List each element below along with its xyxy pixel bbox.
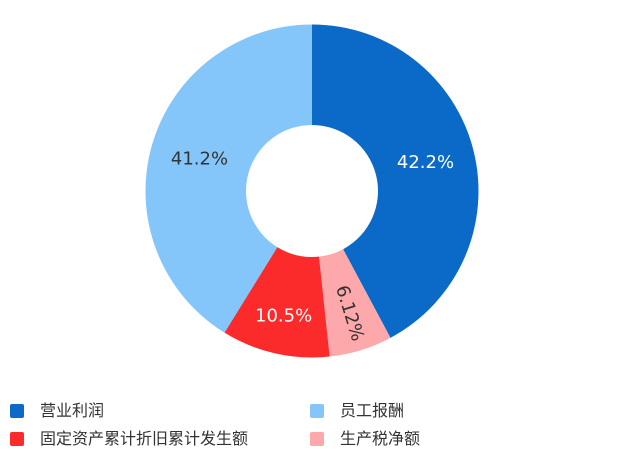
donut-chart: 42.2%6.12%10.5%41.2%	[145, 24, 479, 358]
legend-item-employee-compensation[interactable]: 员工报酬	[310, 397, 616, 425]
pie-slice[interactable]	[224, 247, 330, 358]
legend-label: 员工报酬	[340, 401, 405, 420]
legend-swatch-icon	[310, 404, 324, 418]
chart-legend: 营业利润 固定资产累计折旧累计发生额 员工报酬 生产税净额	[10, 397, 616, 453]
legend-swatch-icon	[10, 404, 24, 418]
legend-item-net-production-tax[interactable]: 生产税净额	[310, 425, 616, 453]
legend-label: 生产税净额	[340, 429, 421, 448]
legend-item-operating-profit[interactable]: 营业利润	[10, 397, 310, 425]
legend-swatch-icon	[10, 432, 24, 446]
legend-label: 固定资产累计折旧累计发生额	[40, 429, 249, 448]
pie-slice[interactable]	[318, 249, 391, 357]
legend-label: 营业利润	[40, 401, 105, 420]
legend-item-fixed-assets-depreciation[interactable]: 固定资产累计折旧累计发生额	[10, 425, 310, 453]
pie-slice[interactable]	[145, 24, 312, 333]
legend-swatch-icon	[310, 432, 324, 446]
pie-slice[interactable]	[312, 24, 479, 338]
